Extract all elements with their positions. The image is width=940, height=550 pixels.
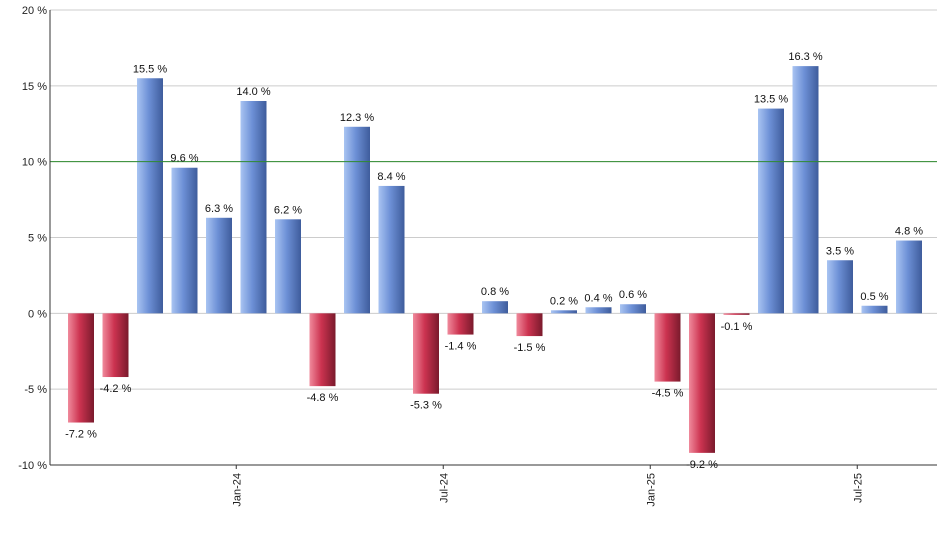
data-label: -4.5 % [652, 388, 684, 400]
bar [896, 240, 922, 314]
bar [171, 167, 198, 314]
data-label: -7.2 % [65, 429, 97, 441]
bar [516, 313, 543, 337]
data-label: -1.5 % [514, 342, 546, 354]
data-label: -9.2 % [686, 459, 718, 471]
x-tick-label: Jul-25 [852, 473, 864, 503]
x-axis-labels: Jan-24 Jul-24 Jan-25 Jul-25 [231, 473, 864, 507]
x-tick-label: Jan-24 [231, 473, 243, 507]
y-tick-label: 5 % [28, 233, 47, 245]
bar [240, 101, 267, 314]
data-label: -1.4 % [445, 341, 477, 353]
bar [447, 313, 474, 335]
data-label: -4.2 % [100, 383, 132, 395]
data-label: 0.4 % [584, 292, 612, 304]
bar [482, 301, 508, 314]
data-label: 15.5 % [133, 63, 167, 75]
data-label: 9.6 % [170, 153, 198, 165]
data-label: 0.8 % [481, 286, 509, 298]
data-label: -0.1 % [721, 321, 753, 333]
data-label: 0.6 % [619, 289, 647, 301]
data-label: 14.0 % [236, 86, 270, 98]
bar [309, 313, 336, 387]
data-label: 3.5 % [826, 245, 854, 257]
bar [723, 313, 750, 315]
data-label: 6.3 % [205, 203, 233, 215]
bar [689, 313, 715, 453]
data-labels: -7.2 % -4.2 % 15.5 % 9.6 % 6.3 % 14.0 % 6.2 % -… [65, 51, 923, 471]
x-tick-label: Jan-25 [645, 473, 657, 507]
data-label: 4.8 % [895, 226, 923, 238]
data-label: 6.2 % [274, 204, 302, 216]
bar [585, 307, 612, 314]
bar [551, 310, 577, 314]
bar [206, 217, 232, 314]
bar [68, 313, 94, 423]
data-label: 0.5 % [860, 291, 888, 303]
bar [102, 313, 129, 378]
bars [68, 66, 922, 453]
y-tick-label: -5 % [24, 384, 47, 396]
data-label: 0.2 % [550, 295, 578, 307]
y-tick-label: 0 % [28, 308, 47, 320]
bar [758, 108, 784, 314]
data-label: 13.5 % [754, 94, 788, 106]
axes [49, 10, 937, 469]
bar [654, 313, 681, 382]
bar [861, 305, 888, 314]
data-label: 8.4 % [377, 171, 405, 183]
y-tick-label: 10 % [22, 157, 47, 169]
y-tick-label: -10 % [18, 460, 47, 472]
data-label: 12.3 % [340, 112, 374, 124]
data-label: 16.3 % [788, 51, 822, 63]
bar [344, 126, 370, 314]
bar [620, 304, 646, 314]
bar [275, 219, 301, 314]
data-label: -4.8 % [307, 392, 339, 404]
bar [137, 78, 163, 314]
y-tick-label: 20 % [22, 5, 47, 17]
bar [413, 313, 439, 394]
bar [827, 260, 853, 314]
y-tick-label: 15 % [22, 81, 47, 93]
data-label: -5.3 % [410, 400, 442, 412]
bar [792, 66, 819, 314]
bar [378, 185, 405, 314]
x-tick-label: Jul-24 [438, 473, 450, 503]
y-axis-labels: -10 % -5 % 0 % 5 % 10 % 15 % 20 % [18, 5, 47, 472]
